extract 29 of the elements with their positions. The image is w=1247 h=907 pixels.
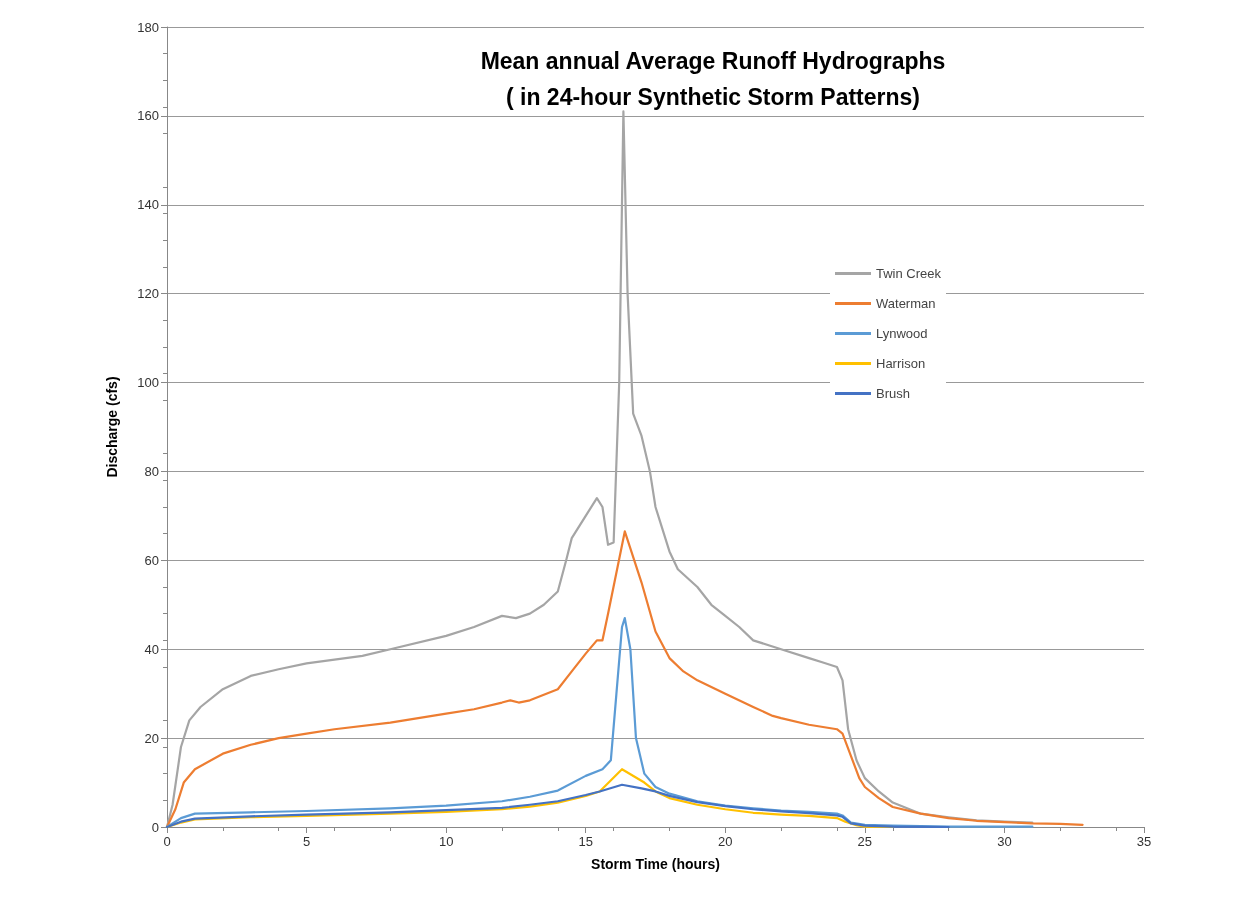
x-tick-label: 10 [438, 834, 454, 849]
legend-label: Twin Creek [876, 266, 942, 281]
y-tick-label: 0 [151, 819, 159, 835]
line-series [165, 783, 950, 829]
x-tick-label: 15 [578, 834, 593, 849]
y-tick-label: 60 [144, 552, 159, 568]
legend-label: Brush [876, 386, 910, 401]
x-tick-label: 30 [997, 834, 1012, 849]
y-axis-title: Discharge (cfs) [104, 376, 120, 478]
x-tick-label: 25 [857, 834, 873, 849]
y-tick-label: 80 [144, 463, 159, 479]
y-tick-label: 20 [144, 730, 159, 746]
y-tick-label: 100 [137, 375, 159, 391]
legend-label: Waterman [876, 296, 936, 311]
y-tick-label: 180 [137, 19, 159, 35]
text: Mean annual Average Runoff Hydrographs ( in 24-hour Synthetic Storm Patterns) [480, 48, 946, 110]
x-tick-label: 35 [1136, 834, 1152, 849]
y-tick-label: 40 [144, 641, 159, 657]
line-series [165, 617, 1034, 829]
legend-label: Harrison [876, 356, 926, 371]
x-tick-label: 5 [302, 834, 311, 849]
y-tick-label: 120 [137, 286, 159, 302]
x-tick-label: 20 [718, 834, 733, 849]
x-tick-label: 0 [163, 834, 171, 849]
x-axis-title: Storm Time (hours) [591, 856, 720, 872]
y-tick-label: 140 [137, 197, 159, 213]
y-tick-label: 160 [137, 108, 159, 124]
line-series [165, 530, 1084, 829]
legend-label: Lynwood [876, 326, 928, 341]
